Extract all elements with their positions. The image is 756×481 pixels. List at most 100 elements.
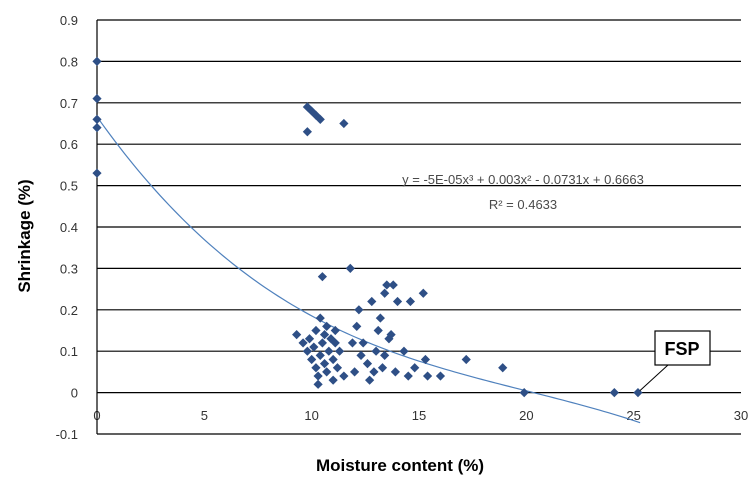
fsp-annotation-box (654, 330, 711, 366)
data-point (388, 280, 398, 290)
data-point (358, 338, 368, 348)
data-point (309, 342, 319, 352)
data-point (302, 346, 312, 356)
grid-lines (97, 19, 741, 435)
data-point (380, 288, 390, 298)
data-point (347, 338, 358, 348)
data-point (92, 168, 102, 178)
data-point (311, 325, 321, 336)
x-tick-labels: 051015202530 (93, 408, 748, 423)
r-squared-label: R² = 0.4633 (489, 197, 557, 212)
data-point (332, 363, 343, 373)
x-tick-label: 20 (519, 408, 533, 423)
data-point (317, 338, 327, 348)
data-point (339, 371, 349, 381)
data-point (371, 346, 381, 356)
data-point (328, 375, 338, 385)
data-point (315, 350, 325, 360)
y-tick-label: 0 (71, 386, 78, 401)
data-point (313, 371, 323, 381)
data-point (375, 313, 385, 323)
data-point (369, 367, 379, 377)
data-point (334, 346, 345, 356)
data-point (330, 325, 340, 336)
data-point (392, 296, 403, 307)
data-point (92, 56, 102, 66)
data-point (319, 330, 330, 340)
data-points (92, 56, 643, 398)
data-point (328, 354, 338, 365)
y-tick-label: 0.2 (60, 303, 78, 318)
data-point (498, 363, 508, 373)
data-point (354, 305, 364, 315)
data-point (403, 371, 413, 381)
x-tick-label: 15 (412, 408, 426, 423)
data-point (326, 334, 336, 344)
data-point (390, 367, 400, 377)
data-point (435, 371, 446, 381)
data-point (92, 114, 102, 124)
data-point (322, 367, 332, 377)
y-tick-label: 0.3 (60, 261, 78, 276)
y-tick-label: 0.7 (60, 96, 78, 111)
y-axis-title: Shrinkage (%) (15, 179, 34, 292)
trendline-curve (96, 116, 641, 424)
y-tick-label: 0.6 (60, 137, 78, 152)
y-tick-label: 0.1 (60, 344, 78, 359)
y-tick-label: 0.5 (60, 179, 78, 194)
data-point (92, 94, 102, 104)
data-point (315, 114, 325, 124)
data-point (319, 359, 330, 369)
data-point (324, 346, 334, 356)
data-point (422, 371, 433, 381)
data-point (356, 350, 366, 360)
data-point (345, 263, 355, 273)
data-point (377, 363, 388, 373)
data-point (410, 363, 420, 373)
data-point (519, 388, 529, 398)
data-point (633, 388, 643, 398)
x-tick-label: 10 (304, 408, 318, 423)
data-point (350, 367, 360, 377)
data-point (420, 354, 431, 365)
y-tick-label: 0.9 (60, 13, 78, 28)
data-point (315, 313, 325, 323)
data-point (311, 363, 321, 373)
data-point (311, 110, 321, 120)
data-point (405, 296, 416, 307)
data-point (292, 330, 302, 340)
data-point (298, 338, 308, 348)
data-point (322, 321, 332, 331)
data-point (418, 288, 428, 298)
data-point (330, 338, 340, 348)
y-tick-label: 0.8 (60, 54, 78, 69)
data-point (302, 102, 312, 112)
data-point (352, 321, 362, 331)
trendline-equation: y = -5E-05x³ + 0.003x² - 0.0731x + 0.666… (402, 172, 644, 187)
data-point (382, 280, 392, 290)
data-point (307, 106, 317, 116)
data-point (367, 296, 377, 307)
data-point (362, 359, 373, 369)
data-point (399, 346, 409, 356)
data-point (304, 334, 315, 344)
data-point (609, 388, 619, 398)
data-point (307, 354, 317, 365)
y-tick-label: 0.4 (60, 220, 78, 235)
x-tick-label: 5 (201, 408, 208, 423)
fsp-leader-line (639, 364, 669, 391)
x-axis-title: Moisture content (%) (316, 456, 484, 475)
x-tick-label: 30 (734, 408, 748, 423)
data-point (317, 272, 327, 282)
data-point (313, 379, 323, 389)
data-point (92, 123, 102, 133)
y-tick-labels: -0.1 0 0.1 0.2 0.3 0.4 0.5 0.6 0.7 0.8 0.9 (56, 13, 78, 442)
data-point (380, 350, 390, 360)
data-point (461, 354, 471, 365)
data-point (373, 325, 383, 336)
data-point (384, 334, 394, 344)
y-tick-label: -0.1 (56, 427, 78, 442)
data-point (339, 118, 349, 129)
data-point (386, 330, 396, 340)
